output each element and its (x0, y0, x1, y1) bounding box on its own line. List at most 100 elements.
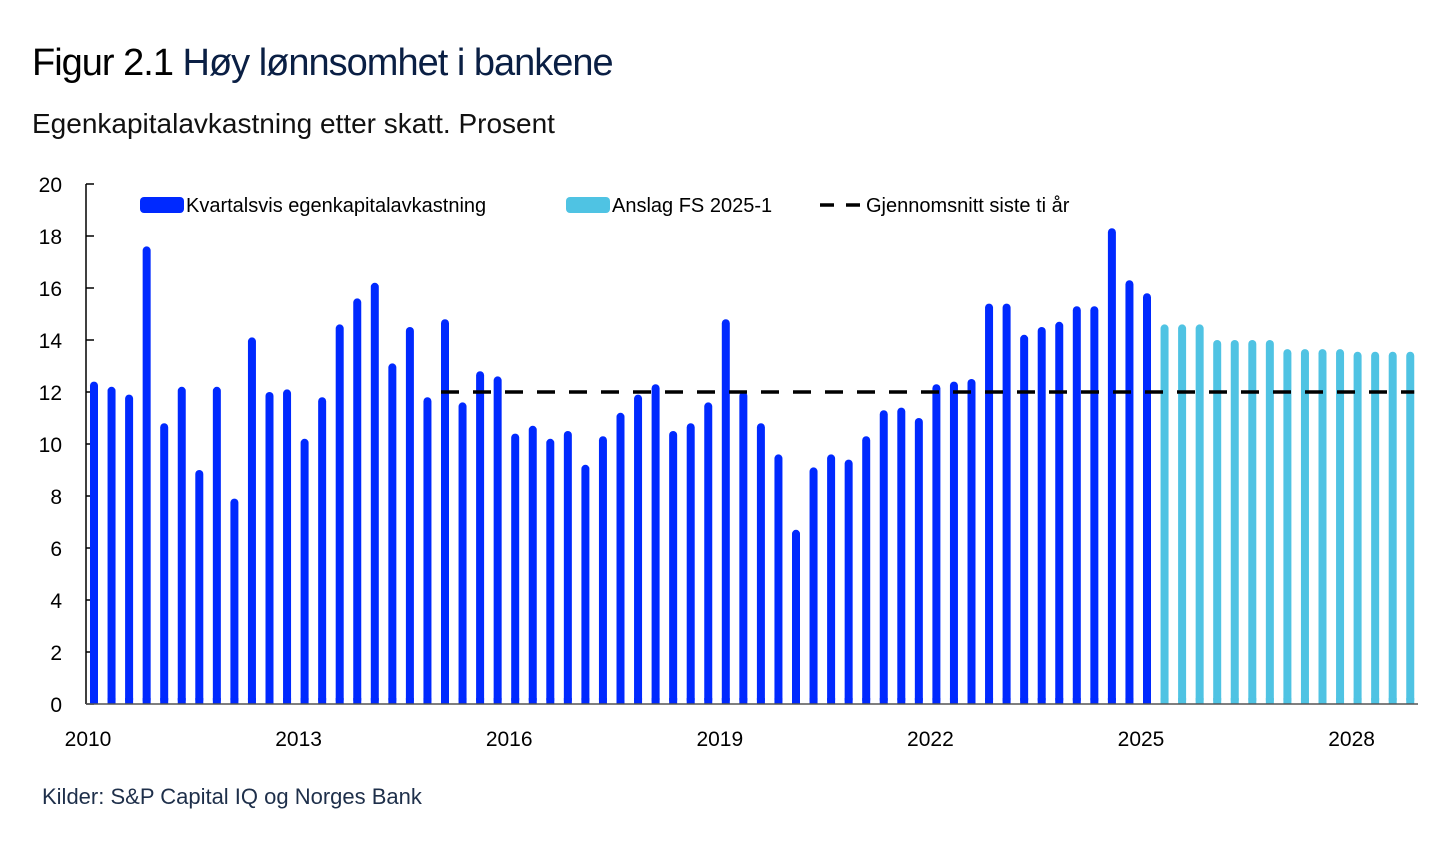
y-tick-label: 18 (39, 226, 62, 249)
historical-bar (651, 384, 660, 704)
historical-bar (335, 324, 344, 704)
historical-bar (827, 454, 836, 704)
historical-bar-base (370, 698, 379, 704)
historical-bar (318, 397, 327, 704)
historical-bar (739, 392, 748, 704)
historical-bar-base (774, 698, 783, 704)
historical-bar (809, 467, 818, 704)
historical-bar-base (283, 698, 292, 704)
historical-bar (897, 407, 906, 704)
forecast-bar (1388, 351, 1397, 704)
historical-bar-base (107, 698, 116, 704)
historical-bar (704, 402, 713, 704)
historical-bar-base (704, 698, 713, 704)
historical-bar-base (405, 698, 414, 704)
historical-bar (247, 337, 256, 704)
historical-bar-base (212, 698, 221, 704)
historical-bar-base (1055, 698, 1064, 704)
forecast-bar (1160, 324, 1169, 704)
historical-bar-base (563, 698, 572, 704)
historical-bar (300, 438, 309, 704)
historical-bar (125, 394, 134, 704)
historical-bar (1020, 334, 1029, 704)
forecast-bar-base (1353, 698, 1362, 704)
historical-bar-base (879, 698, 888, 704)
legend: Kvartalsvis egenkapitalavkastning Anslag … (140, 195, 1070, 217)
historical-bar (985, 303, 994, 704)
legend-item: Kvartalsvis egenkapitalavkastning (140, 195, 486, 217)
historical-bar (563, 431, 572, 704)
y-tick-label: 8 (50, 486, 62, 509)
historical-bar (511, 433, 520, 704)
y-tick-label: 20 (39, 174, 62, 197)
historical-bar (862, 436, 871, 704)
historical-bar (756, 423, 765, 704)
historical-bar-base (265, 698, 274, 704)
legend-swatch (140, 197, 184, 213)
forecast-bar-base (1230, 698, 1239, 704)
historical-bar (686, 423, 695, 704)
historical-bar-base (739, 698, 748, 704)
historical-bar-base (932, 698, 941, 704)
x-tick-label: 2025 (1118, 728, 1165, 751)
historical-bar (458, 402, 467, 704)
forecast-bar (1178, 324, 1187, 704)
x-axis: 2010 2013 2016 2019 2022 2025 2028 (65, 703, 1418, 751)
historical-bar-base (511, 698, 520, 704)
y-tick-label: 14 (39, 330, 63, 353)
x-tick-label: 2028 (1328, 728, 1375, 751)
historical-bar-base (353, 698, 362, 704)
historical-bar (967, 379, 976, 704)
historical-bar-base (634, 698, 643, 704)
historical-bar (581, 464, 590, 704)
historical-bar-base (230, 698, 239, 704)
forecast-bar-base (1283, 698, 1292, 704)
forecast-bar-base (1406, 698, 1415, 704)
historical-bar-base (792, 698, 800, 704)
historical-bar-base (809, 698, 818, 704)
historical-bar-base (1125, 698, 1134, 704)
historical-bar (160, 423, 169, 704)
historical-bar-base (862, 698, 871, 704)
historical-bar-base (458, 698, 467, 704)
forecast-bar (1336, 349, 1345, 704)
historical-bar (493, 376, 502, 704)
x-tick-label: 2016 (486, 728, 533, 751)
bars (90, 228, 1415, 704)
x-tick-label: 2010 (65, 728, 112, 751)
historical-bar (949, 381, 958, 704)
forecast-bar (1213, 340, 1222, 704)
historical-bar-base (177, 698, 186, 704)
forecast-bar-base (1248, 698, 1257, 704)
figure-title: Høy lønnsomhet i bankene (182, 42, 614, 84)
historical-bar-base (160, 698, 169, 704)
historical-bar-base (388, 698, 397, 704)
historical-bar-base (1002, 698, 1011, 704)
historical-bar-base (844, 698, 853, 704)
historical-bar (423, 397, 432, 704)
historical-bar-base (721, 698, 730, 704)
historical-bar (1107, 228, 1116, 704)
historical-bar-base (1037, 698, 1046, 704)
historical-bar-base (1143, 698, 1151, 704)
historical-bar (353, 298, 362, 704)
forecast-bar-base (1388, 698, 1397, 704)
forecast-bar-base (1195, 698, 1204, 704)
forecast-bar (1230, 340, 1239, 704)
legend-item: Anslag FS 2025-1 (566, 195, 772, 217)
historical-bar-base (581, 698, 590, 704)
historical-bar (1090, 306, 1099, 704)
forecast-bar (1318, 349, 1327, 704)
historical-bar (879, 410, 888, 704)
forecast-bar (1371, 351, 1380, 704)
historical-bar (230, 498, 239, 704)
chart-title: Figur 2.1 Høy lønnsomhet i bankene (32, 42, 614, 85)
historical-bar (142, 246, 151, 704)
y-tick-label: 16 (39, 278, 62, 301)
forecast-bar (1300, 349, 1309, 704)
historical-bar-base (142, 698, 151, 704)
historical-bar (528, 425, 537, 704)
historical-bar (1055, 321, 1064, 704)
historical-bar (370, 282, 379, 704)
forecast-bar (1248, 340, 1257, 704)
